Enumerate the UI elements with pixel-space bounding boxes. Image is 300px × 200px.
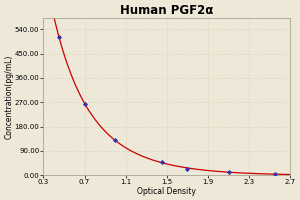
Point (56, 36, 61, 39)
X-axis label: Optical Density: Optical Density (137, 187, 196, 196)
Point (82, 102, 87, 105)
Point (159, 161, 164, 164)
Y-axis label: Concentration(pg/mL): Concentration(pg/mL) (4, 55, 13, 139)
Point (113, 139, 118, 142)
Point (185, 167, 190, 170)
Point (272, 173, 277, 176)
Point (226, 170, 231, 174)
Title: Human PGF2α: Human PGF2α (120, 4, 214, 17)
